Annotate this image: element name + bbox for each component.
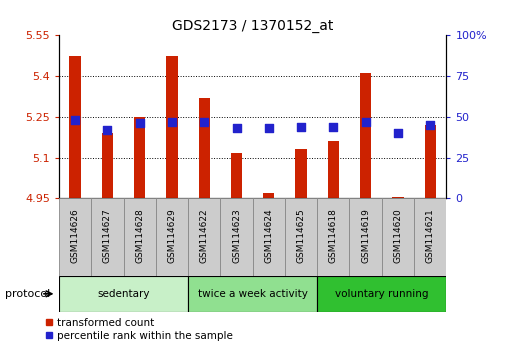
Text: GSM114624: GSM114624	[264, 208, 273, 263]
Point	[200, 119, 208, 125]
Point	[426, 122, 435, 128]
Bar	[317, 276, 446, 312]
Bar	[317, 198, 349, 276]
Bar	[156, 198, 188, 276]
Bar	[285, 198, 317, 276]
Point	[232, 125, 241, 131]
Bar	[59, 276, 188, 312]
Text: GSM114623: GSM114623	[232, 208, 241, 263]
Bar	[231, 154, 242, 198]
Bar	[382, 198, 414, 276]
Text: twice a week activity: twice a week activity	[198, 289, 308, 299]
Bar	[188, 198, 221, 276]
Point	[103, 127, 111, 133]
Bar	[199, 98, 210, 198]
Bar	[188, 276, 317, 312]
Point	[265, 125, 273, 131]
Text: GSM114626: GSM114626	[71, 208, 80, 263]
Text: GSM114620: GSM114620	[393, 208, 402, 263]
Bar	[166, 56, 177, 198]
Bar	[59, 198, 91, 276]
Text: voluntary running: voluntary running	[335, 289, 428, 299]
Text: GSM114627: GSM114627	[103, 208, 112, 263]
Bar	[414, 198, 446, 276]
Bar	[425, 125, 436, 198]
Bar	[328, 141, 339, 198]
Bar	[360, 73, 371, 198]
Text: protocol: protocol	[5, 289, 50, 299]
Point	[394, 130, 402, 136]
Text: GSM114619: GSM114619	[361, 208, 370, 263]
Bar	[263, 193, 274, 198]
Text: GSM114629: GSM114629	[167, 208, 176, 263]
Bar	[91, 198, 124, 276]
Bar	[124, 198, 156, 276]
Point	[329, 124, 338, 130]
Title: GDS2173 / 1370152_at: GDS2173 / 1370152_at	[172, 19, 333, 33]
Bar	[221, 198, 252, 276]
Legend: transformed count, percentile rank within the sample: transformed count, percentile rank withi…	[41, 314, 237, 345]
Point	[135, 120, 144, 126]
Text: sedentary: sedentary	[97, 289, 150, 299]
Point	[168, 119, 176, 125]
Point	[362, 119, 370, 125]
Bar	[252, 198, 285, 276]
Point	[71, 117, 79, 123]
Bar	[295, 149, 307, 198]
Bar	[349, 198, 382, 276]
Text: GSM114625: GSM114625	[297, 208, 306, 263]
Bar	[102, 133, 113, 198]
Bar	[134, 117, 145, 198]
Text: GSM114621: GSM114621	[426, 208, 435, 263]
Bar	[392, 197, 404, 198]
Text: GSM114622: GSM114622	[200, 208, 209, 263]
Point	[297, 124, 305, 130]
Text: GSM114618: GSM114618	[329, 208, 338, 263]
Bar	[69, 56, 81, 198]
Text: GSM114628: GSM114628	[135, 208, 144, 263]
